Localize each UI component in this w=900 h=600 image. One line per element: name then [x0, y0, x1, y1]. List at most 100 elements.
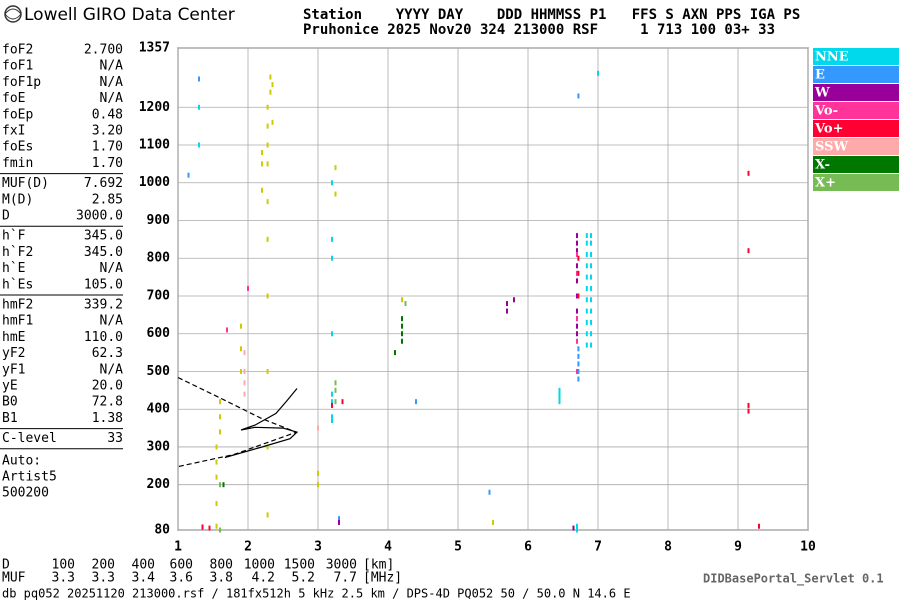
- auto-text: Auto:: [2, 453, 41, 468]
- muf-unit: [MHz]: [363, 571, 402, 586]
- param-value: N/A: [100, 75, 124, 90]
- echo-point: [585, 319, 588, 325]
- param-name: foF1: [2, 59, 33, 74]
- param-name: B0: [2, 395, 18, 410]
- legend-swatch: [813, 174, 899, 191]
- echo-point: [341, 399, 344, 405]
- echo-point: [597, 70, 599, 76]
- echo-point: [401, 323, 403, 329]
- muf-value: 800: [210, 558, 233, 573]
- echo-point: [208, 525, 211, 531]
- echo-point: [271, 82, 274, 88]
- echo-point: [576, 338, 578, 344]
- echo-point: [266, 142, 269, 148]
- muf-value: 3.3: [92, 571, 115, 586]
- muf-value: 3.8: [210, 571, 233, 586]
- echo-point: [331, 391, 333, 397]
- param-name: C-level: [2, 431, 57, 446]
- param-value: 339.2: [84, 298, 123, 313]
- echo-point: [266, 444, 269, 450]
- legend-label: X+: [815, 176, 836, 191]
- echo-point: [243, 350, 246, 356]
- brand: Lowell GIRO Data Center: [24, 5, 235, 25]
- echo-point: [576, 323, 578, 329]
- echo-point: [576, 240, 578, 246]
- echo-point: [577, 346, 580, 352]
- profile-line: [177, 376, 299, 468]
- legend-swatch: [813, 66, 899, 83]
- param-name: yE: [2, 379, 18, 394]
- muf-value: 4.2: [252, 571, 275, 586]
- echo-point: [585, 308, 588, 314]
- echo-point: [576, 251, 578, 257]
- footer-info: db pq052 20251120 213000.rsf / 181fx512h…: [2, 587, 631, 600]
- legend-label: X-: [815, 158, 830, 173]
- echo-point: [576, 316, 578, 322]
- profile-line: [224, 388, 299, 459]
- y-tick-label: 1200: [139, 100, 170, 115]
- x-tick-label: 10: [800, 540, 816, 555]
- echo-point: [331, 414, 333, 420]
- y-tick-label: 900: [147, 213, 171, 228]
- param-name: hmE: [2, 330, 25, 345]
- echo-point: [558, 387, 561, 393]
- echo-point: [240, 323, 242, 329]
- y-tick-label: 80: [154, 523, 170, 538]
- echo-point: [219, 414, 221, 420]
- echo-point: [747, 248, 750, 254]
- echo-point: [576, 368, 578, 374]
- echo-point: [219, 482, 221, 488]
- echo-point: [334, 191, 337, 197]
- echo-point: [317, 482, 319, 488]
- echo-point: [261, 187, 263, 193]
- echo-point: [576, 270, 578, 276]
- param-name: MUF(D): [2, 176, 49, 191]
- legend-swatch: [813, 156, 899, 173]
- param-name: yF2: [2, 346, 25, 361]
- x-tick-label: 4: [384, 540, 392, 555]
- auto-text: Artist5: [2, 469, 57, 484]
- x-tick-label: 3: [314, 540, 322, 555]
- echo-point: [513, 297, 515, 303]
- echo-point: [269, 74, 272, 80]
- echo-point: [747, 408, 750, 414]
- param-value: 345.0: [84, 245, 123, 260]
- param-name: yF1: [2, 362, 25, 377]
- echo-point: [577, 368, 580, 374]
- echo-point: [747, 402, 750, 408]
- echo-point: [590, 319, 592, 325]
- echo-point: [266, 199, 269, 205]
- param-value: 1.70: [92, 140, 123, 155]
- echo-point: [271, 119, 274, 125]
- muf-value: 600: [170, 558, 193, 573]
- x-tick-label: 9: [734, 540, 742, 555]
- param-name: foF2: [2, 43, 33, 58]
- param-value: 2.700: [84, 43, 123, 58]
- echo-point: [269, 89, 272, 95]
- echo-point: [585, 331, 588, 337]
- echo-point: [243, 368, 246, 374]
- param-name: M(D): [2, 192, 33, 207]
- muf-value: 5.2: [292, 571, 315, 586]
- echo-point: [331, 402, 333, 408]
- param-name: h`F: [2, 229, 26, 244]
- echo-point: [576, 233, 578, 239]
- param-value: 105.0: [84, 277, 123, 292]
- muf-unit: [km]: [363, 558, 394, 573]
- x-tick-label: 1: [174, 540, 182, 555]
- legend-label: NNE: [815, 50, 849, 65]
- param-value: 0.48: [92, 107, 123, 122]
- y-tick-label: 800: [147, 251, 171, 266]
- muf-value: 3.4: [132, 571, 156, 586]
- echo-point: [488, 489, 491, 495]
- echo-point: [266, 123, 269, 129]
- echo-point: [215, 444, 218, 450]
- echo-point: [577, 255, 580, 261]
- echo-point: [198, 142, 200, 148]
- muf-value: 3.3: [52, 571, 75, 586]
- echo-point: [506, 308, 508, 314]
- echo-point: [215, 459, 218, 465]
- echo-point: [590, 263, 592, 269]
- param-value: N/A: [100, 314, 124, 329]
